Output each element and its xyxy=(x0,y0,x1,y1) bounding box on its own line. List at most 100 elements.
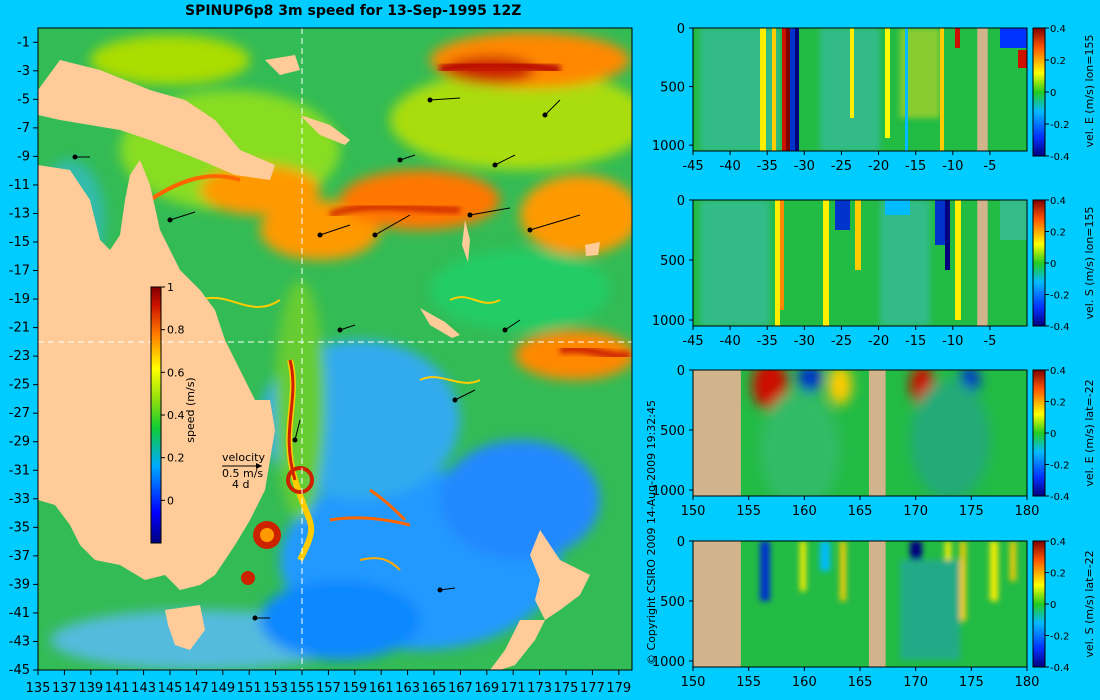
panel-x-tick-label: 160 xyxy=(792,675,817,690)
lon-tick-label: 175 xyxy=(554,681,579,696)
panel-x-tick-label: 150 xyxy=(681,675,706,690)
panel-colorbar-tick-label: 0.2 xyxy=(1050,569,1066,580)
lat-tick-label: -7 xyxy=(17,121,30,136)
panel4-colorbar-label: vel. S (m/s) lat=-22 xyxy=(1083,550,1096,657)
panel-y-tick-label: 500 xyxy=(660,81,685,96)
lat-tick-label: -43 xyxy=(9,634,30,649)
velocity-arrow xyxy=(544,99,561,116)
speed-jets xyxy=(148,59,631,585)
section-panel-2 xyxy=(693,200,1027,326)
speed-colorbar-tick-label: 0.4 xyxy=(167,409,185,422)
map-frame xyxy=(37,27,633,671)
panel2-land xyxy=(977,200,988,326)
panel1-colorbar-label: vel. E (m/s) lon=155 xyxy=(1083,35,1096,148)
lon-tick-label: 137 xyxy=(52,681,77,696)
copyright-note: © Copyright CSIRO 2009 14-Aug-2009 19:32… xyxy=(645,399,658,665)
lat-tick-label: -17 xyxy=(9,264,30,279)
panel-colorbar-tick-label: 0.4 xyxy=(1050,24,1066,35)
panel-colorbar-tick-label: 0 xyxy=(1050,600,1056,611)
panel-x-tick-label: -15 xyxy=(905,159,926,174)
panel-y-tick-label: 1000 xyxy=(652,655,685,670)
lat-tick-label: -5 xyxy=(17,92,30,107)
lon-tick-label: 161 xyxy=(369,681,394,696)
lat-tick-label: -25 xyxy=(9,378,30,393)
panel-y-tick-label: 500 xyxy=(660,424,685,439)
panel-y-tick-label: 500 xyxy=(660,595,685,610)
panel1-land xyxy=(977,28,988,151)
lon-tick-label: 165 xyxy=(422,681,447,696)
velocity-arrow xyxy=(529,214,581,231)
lon-tick-label: 151 xyxy=(237,681,262,696)
speed-colorbar-label: speed (m/s) xyxy=(184,377,197,442)
lat-tick-label: -3 xyxy=(17,64,30,79)
lat-tick-label: -39 xyxy=(9,577,30,592)
lon-tick-label: 173 xyxy=(527,681,552,696)
panel3-colorbar xyxy=(1032,369,1046,497)
panel2-frame xyxy=(692,199,1028,327)
panel-x-tick-label: -30 xyxy=(794,159,815,174)
speed-colorbar xyxy=(150,286,162,544)
section-land-column xyxy=(868,370,886,496)
vanuatu xyxy=(462,220,470,262)
velocity-arrow xyxy=(374,214,411,236)
panel-ticks: -45 -40 -35 -30 -25 -20 -15 -10 -5 0 500 1000 0.4 0.2… xyxy=(652,22,1070,690)
png-islands xyxy=(265,55,300,75)
panel-x-tick-label: -5 xyxy=(983,159,996,174)
new-guinea-land xyxy=(38,60,275,180)
panel-x-tick-label: 175 xyxy=(959,675,984,690)
main-title: SPINUP6p8 3m speed for 13-Sep-1995 12Z xyxy=(185,3,522,19)
panel-x-tick-label: 170 xyxy=(903,675,928,690)
lon-tick-label: 141 xyxy=(105,681,130,696)
velocity-arrow xyxy=(454,389,476,401)
velocity-arrow xyxy=(399,154,416,161)
velocity-key-scale: 0.5 m/s xyxy=(222,467,263,480)
lon-tick-label: 147 xyxy=(184,681,209,696)
panel-y-tick-label: 0 xyxy=(677,194,685,209)
lon-tick-label: 167 xyxy=(448,681,473,696)
velocity-key-arrowhead xyxy=(256,463,262,469)
panel-colorbar-tick-label: 0.4 xyxy=(1050,366,1066,377)
lon-tick-label: 163 xyxy=(395,681,420,696)
panel1-colorbar xyxy=(1032,27,1046,157)
speed-colorbar-tick-label: 0 xyxy=(167,494,174,507)
lon-tick-label: 153 xyxy=(263,681,288,696)
lat-tick-label: -19 xyxy=(9,292,30,307)
velocity-arrows xyxy=(72,97,581,621)
section-land-column xyxy=(977,200,988,326)
panel-y-tick-label: 0 xyxy=(677,535,685,550)
panel3-land xyxy=(693,370,886,496)
panel2-colorbar-label: vel. S (m/s) lon=155 xyxy=(1083,206,1096,319)
lat-tick-label: -45 xyxy=(9,663,30,678)
fiji-islands xyxy=(585,242,600,256)
panel-x-tick-label: -10 xyxy=(942,334,963,349)
panel-x-tick-label: -45 xyxy=(682,334,703,349)
panel-x-tick-label: -30 xyxy=(794,334,815,349)
lon-tick-label: 169 xyxy=(474,681,499,696)
map-lat-ticks: -1 -3 -5 -7 -9 -11 -13 -15 -17 -19 -21 -23 -25 -27 -29… xyxy=(9,35,38,678)
panel-x-tick-label: -20 xyxy=(868,334,889,349)
tasmania-land xyxy=(165,605,205,650)
panel1-frame xyxy=(692,27,1028,152)
speed-colorbar-ticks: 1 0.8 0.6 0.4 0.2 0 xyxy=(161,281,185,507)
panel-x-tick-label: -25 xyxy=(831,334,852,349)
panel-x-tick-label: 170 xyxy=(903,504,928,519)
lon-tick-label: 135 xyxy=(26,681,51,696)
solomon-islands xyxy=(300,115,350,145)
panel4-colorbar xyxy=(1032,540,1046,668)
panel-colorbar-tick-label: 0.4 xyxy=(1050,196,1066,207)
panel-x-tick-label: 165 xyxy=(848,675,873,690)
velocity-arrow xyxy=(294,419,301,441)
lon-tick-label: 155 xyxy=(290,681,315,696)
velocity-key-title: velocity xyxy=(222,451,265,464)
panel-x-tick-label: -45 xyxy=(682,159,703,174)
lon-tick-label: 179 xyxy=(606,681,631,696)
panel-y-tick-label: 500 xyxy=(660,254,685,269)
panel-x-tick-label: -25 xyxy=(831,159,852,174)
panel-colorbar-tick-label: -0.2 xyxy=(1050,291,1070,302)
section-land-column xyxy=(693,370,741,496)
new-zealand-north xyxy=(530,530,590,620)
lat-tick-label: -27 xyxy=(9,406,30,421)
panel-x-tick-label: -35 xyxy=(757,159,778,174)
lon-tick-label: 159 xyxy=(342,681,367,696)
velocity-arrow xyxy=(169,211,196,221)
